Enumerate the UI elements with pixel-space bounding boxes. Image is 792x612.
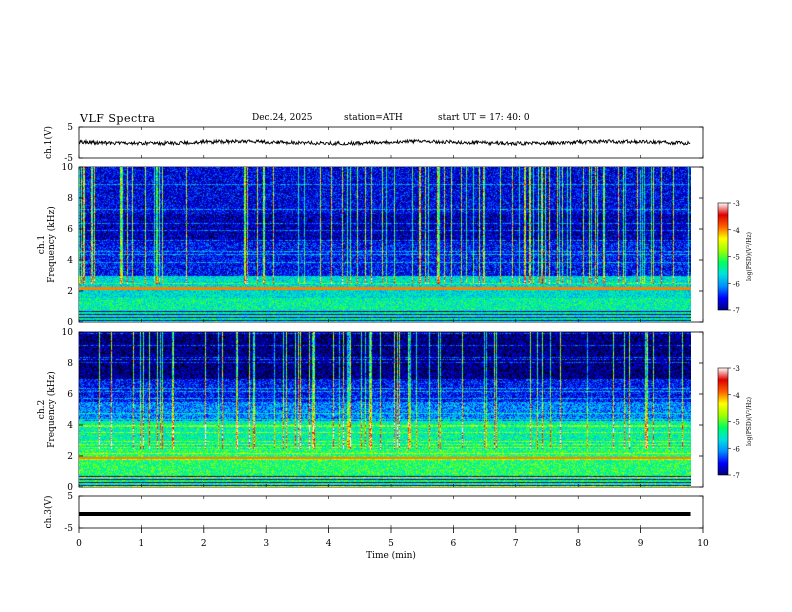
ch2-spectrogram-ytick-label: 10 [62, 328, 74, 338]
x-tick-label: 6 [451, 539, 457, 549]
ch2-spectrogram-ylabel: ch.2 [37, 400, 47, 419]
x-tick-label: 8 [575, 539, 581, 549]
ch1-spectrogram-colorbar-tick-label: -5 [733, 254, 740, 262]
ch2-spectrogram-ytick-label: 4 [67, 421, 73, 431]
x-tick-label: 3 [263, 539, 269, 549]
ch1-spectrogram-ytick-label: 0 [67, 318, 73, 328]
ch1-spectrogram-ytick-label: 4 [67, 256, 73, 266]
ch3-waveform-ylabel: ch.3(V) [43, 496, 54, 529]
ch2-spectrogram-ytick-label: 2 [67, 452, 73, 462]
date-label: Dec.24, 2025 [252, 113, 313, 123]
ch2-spectrogram-colorbar-tick-label: -7 [733, 472, 740, 480]
ch1-spectrogram-colorbar-tick-label: -6 [733, 280, 740, 288]
ch1-spectrogram-ylabel: Frequency (kHz) [46, 206, 57, 283]
ch2-spectrogram-ytick-label: 6 [67, 390, 73, 400]
ch1-waveform-ytick-label: 5 [67, 123, 73, 133]
ch1-spectrogram-colorbar-tick-label: -7 [733, 307, 740, 315]
ch3-waveform-ytick-label: 5 [67, 492, 73, 502]
ch1-spectrogram-ylabel: ch.1 [37, 235, 47, 254]
ch1-spectrogram-ytick-label: 10 [62, 163, 74, 173]
x-tick-label: 2 [201, 539, 207, 549]
ch2-spectrogram-colorbar-tick-label: -6 [733, 445, 740, 453]
ch1-spectrogram-colorbar [717, 202, 729, 311]
ch3-waveform-ytick-label: -5 [64, 524, 73, 534]
figure-title: VLF Spectra [80, 112, 156, 125]
ch2-spectrogram-image [79, 332, 691, 487]
x-axis-label: Time (min) [366, 550, 416, 561]
ch2-spectrogram-ytick-label: 0 [67, 483, 73, 493]
ch2-spectrogram-ytick-label: 8 [67, 359, 73, 369]
x-tick-label: 5 [388, 539, 394, 549]
ch1-spectrogram-image [79, 167, 691, 322]
station-label: station=ATH [344, 113, 403, 123]
ch1-waveform-ylabel: ch.1(V) [43, 126, 54, 159]
x-tick-label: 9 [638, 539, 644, 549]
x-tick-label: 4 [326, 539, 332, 549]
ch1-waveform-ytick-label: -5 [64, 154, 73, 164]
ch1-spectrogram-ytick-label: 2 [67, 287, 73, 297]
ch1-waveform-line [78, 138, 691, 147]
ch2-spectrogram-ylabel: Frequency (kHz) [46, 371, 57, 448]
ch2-spectrogram-colorbar-tick-label: -3 [733, 365, 740, 373]
ch1-spectrogram-colorbar-tick-label: -4 [733, 227, 740, 235]
ch1-spectrogram-colorbar-tick-label: -3 [733, 200, 740, 208]
ch2-spectrogram-colorbar-label: log(PSD)(V²/Hz) [746, 397, 753, 446]
ch2-spectrogram-colorbar-tick-label: -4 [733, 392, 740, 400]
ch1-spectrogram-colorbar-label: log(PSD)(V²/Hz) [746, 232, 753, 281]
ch2-spectrogram-colorbar [717, 367, 729, 476]
ch1-spectrogram-ytick-label: 6 [67, 225, 73, 235]
ch2-spectrogram-colorbar-tick-label: -5 [733, 419, 740, 427]
ch1-spectrogram-ytick-label: 8 [67, 194, 73, 204]
x-tick-label: 0 [76, 539, 82, 549]
x-tick-label: 10 [697, 539, 709, 549]
start-time-label: start UT = 17: 40: 0 [438, 113, 530, 123]
x-tick-label: 7 [513, 539, 519, 549]
x-tick-label: 1 [139, 539, 145, 549]
